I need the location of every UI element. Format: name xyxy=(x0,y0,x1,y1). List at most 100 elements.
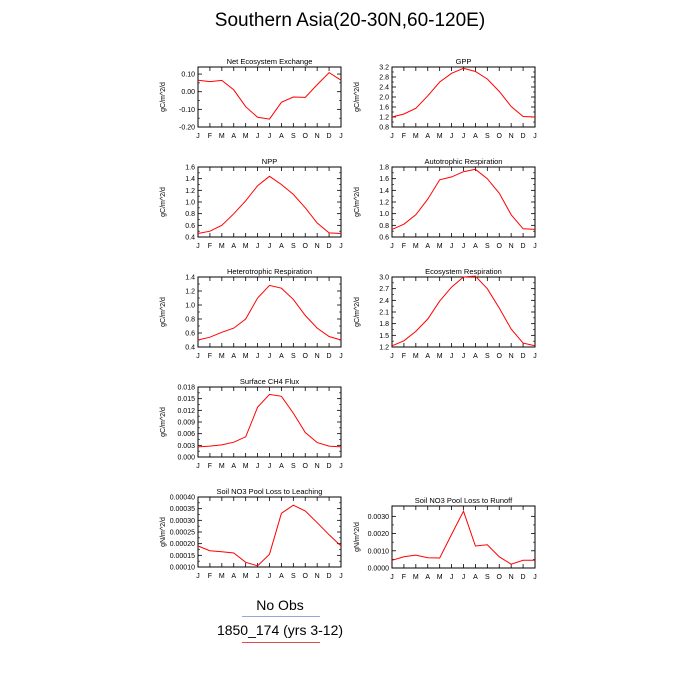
x-tick-label: J xyxy=(268,573,272,580)
x-tick-label: M xyxy=(413,243,419,250)
y-tick-label: 1.2 xyxy=(185,188,195,195)
y-tick-label: 0.0030 xyxy=(368,514,390,521)
page-title: Southern Asia(20-30N,60-120E) xyxy=(214,10,486,31)
plot-frame xyxy=(197,496,342,568)
y-axis-label: gC/m^2/d xyxy=(160,187,167,217)
series-line xyxy=(391,275,536,347)
x-tick-label: N xyxy=(315,463,320,470)
series-line xyxy=(197,504,342,567)
x-tick-label: F xyxy=(402,133,406,140)
x-tick-label: O xyxy=(303,243,309,250)
plot-frame xyxy=(197,276,342,348)
x-tick-label: S xyxy=(291,573,296,580)
x-tick-label: A xyxy=(279,133,284,140)
chart-panel-5: Ecosystem Respiration gC/m^2/d 1.2 1.5 1.8 2.… xyxy=(354,267,537,360)
series-line xyxy=(197,71,342,120)
x-tick-label: F xyxy=(402,353,406,360)
x-tick-label: J xyxy=(256,573,260,580)
y-tick-label: 0.00020 xyxy=(170,541,195,548)
x-tick-label: J xyxy=(450,133,454,140)
legend-label-model: 1850_174 (yrs 3-12) xyxy=(216,622,344,638)
y-tick-label: 1.2 xyxy=(379,115,389,122)
x-tick-label: A xyxy=(279,243,284,250)
y-tick-label: 0.6 xyxy=(379,235,389,242)
panel-title: Heterotrophic Respiration xyxy=(227,267,312,276)
x-tick-label: A xyxy=(425,574,430,581)
x-tick-label: N xyxy=(315,573,320,580)
chart-panel-7: Soil NO3 Pool Loss to LeachinggN/m^2/d0.… xyxy=(160,487,343,580)
x-tick-label: M xyxy=(243,573,249,580)
x-tick-label: M xyxy=(413,574,419,581)
x-tick-label: S xyxy=(485,574,490,581)
x-tick-label: A xyxy=(231,573,236,580)
x-tick-label: M xyxy=(243,463,249,470)
x-tick-label: J xyxy=(339,353,343,360)
panel-title: GPP xyxy=(456,57,472,66)
x-tick-label: J xyxy=(268,463,272,470)
y-tick-label: 0.018 xyxy=(177,385,195,392)
x-tick-label: J xyxy=(196,463,200,470)
plot-frame xyxy=(391,276,536,348)
y-tick-label: 0.00015 xyxy=(170,553,195,560)
x-tick-label: M xyxy=(437,353,443,360)
plot-frame xyxy=(197,66,342,128)
y-axis-label: gN/m^2/d xyxy=(160,517,167,547)
x-tick-label: M xyxy=(413,353,419,360)
x-tick-label: A xyxy=(473,353,478,360)
series-line xyxy=(391,168,536,230)
x-tick-label: J xyxy=(462,133,466,140)
y-axis-label: gN/m^2/d xyxy=(354,522,361,552)
x-tick-label: J xyxy=(390,574,394,581)
x-tick-label: J xyxy=(196,353,200,360)
y-tick-label: 1.6 xyxy=(379,105,389,112)
x-tick-label: J xyxy=(533,574,537,581)
x-tick-label: M xyxy=(219,573,225,580)
x-tick-label: A xyxy=(231,243,236,250)
panel-title: Net Ecosystem Exchange xyxy=(227,57,313,66)
x-tick-label: J xyxy=(339,133,343,140)
x-tick-label: A xyxy=(231,463,236,470)
x-tick-label: J xyxy=(450,353,454,360)
chart-panel-3: Autotrophic Respiration gC/m^2/d 0.6 0.8 1.0… xyxy=(354,157,537,250)
y-tick-label: 1.0 xyxy=(185,200,195,207)
y-tick-label: 0.8 xyxy=(379,125,389,132)
x-tick-label: J xyxy=(339,243,343,250)
chart-panel-0: Net Ecosystem Exchange gC/m^2/d -0.20 -0.10… xyxy=(160,57,343,140)
x-tick-label: O xyxy=(303,133,309,140)
x-tick-label: M xyxy=(219,133,225,140)
y-tick-label: 0.00 xyxy=(181,89,195,96)
x-tick-label: J xyxy=(268,353,272,360)
x-tick-label: M xyxy=(219,353,225,360)
x-tick-label: J xyxy=(256,353,260,360)
y-tick-label: 3.0 xyxy=(379,275,389,282)
y-tick-label: 1.6 xyxy=(185,165,195,172)
y-tick-label: 1.6 xyxy=(379,176,389,183)
y-tick-label: 0.8 xyxy=(185,211,195,218)
panel-title: Ecosystem Respiration xyxy=(425,267,502,276)
x-tick-label: A xyxy=(425,133,430,140)
x-tick-label: J xyxy=(533,243,537,250)
x-tick-label: O xyxy=(497,574,503,581)
legend-line-model xyxy=(242,642,320,643)
x-tick-label: D xyxy=(327,243,332,250)
y-tick-label: 2.0 xyxy=(379,95,389,102)
x-tick-label: O xyxy=(303,463,309,470)
x-tick-label: M xyxy=(413,133,419,140)
x-tick-label: S xyxy=(485,353,490,360)
x-tick-label: S xyxy=(291,463,296,470)
x-tick-label: J xyxy=(339,573,343,580)
x-tick-label: J xyxy=(196,243,200,250)
plot-frame xyxy=(391,505,536,569)
y-tick-label: 0.00035 xyxy=(170,506,195,513)
y-tick-label: 0.6 xyxy=(185,223,195,230)
x-tick-label: M xyxy=(243,133,249,140)
x-tick-label: N xyxy=(315,243,320,250)
y-axis-label: gC/m^2/d xyxy=(160,82,167,112)
x-tick-label: S xyxy=(291,243,296,250)
plot-frame xyxy=(197,386,342,458)
x-tick-label: J xyxy=(462,243,466,250)
x-tick-label: J xyxy=(256,133,260,140)
y-tick-label: 2.1 xyxy=(379,310,389,317)
